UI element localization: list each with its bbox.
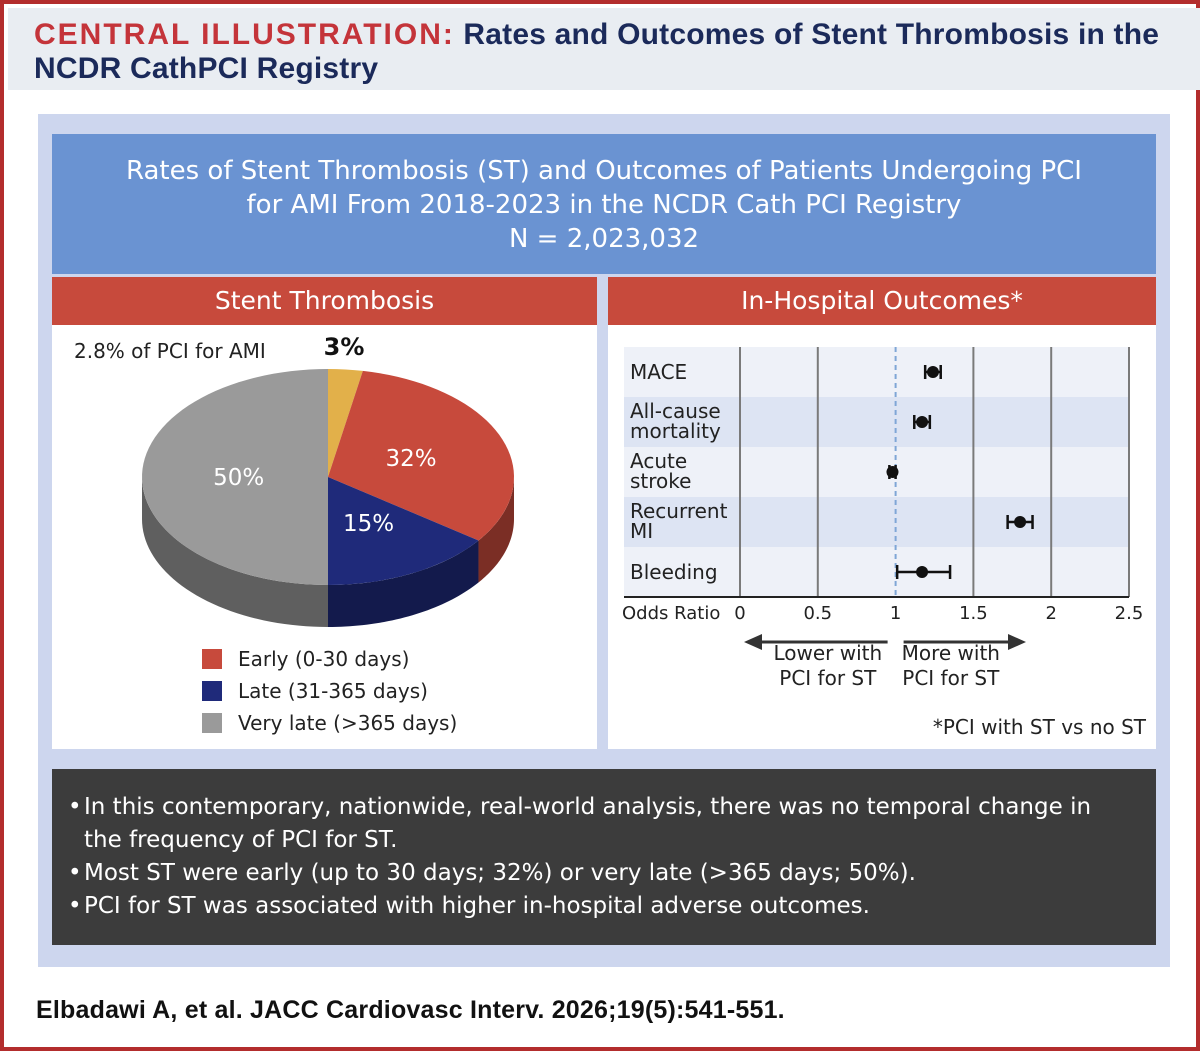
forest-rows: MACE All-cause mortality Acute stroke Recurre… xyxy=(630,360,1034,584)
legend-label-late: Late (31-365 days) xyxy=(238,679,428,703)
pie-slice-50% xyxy=(142,369,328,585)
x-axis-title: Odds Ratio xyxy=(622,603,720,624)
pie-label-50%: 50% xyxy=(213,465,264,491)
x-tick-labels: Odds Ratio 0 0.5 1 1.5 2 2.5 xyxy=(622,603,1143,624)
pie-label-32%: 32% xyxy=(385,446,436,472)
stent-thrombosis-pie-chart: 3% 32% 15% 50% xyxy=(142,333,514,627)
pie-label-3%: 3% xyxy=(324,333,365,361)
legend-item-early: Early (0-30 days) xyxy=(202,643,457,675)
finding-text: Most ST were early (up to 30 days; 32%) … xyxy=(84,860,916,886)
forest-row-band xyxy=(624,447,1129,497)
stent-thrombosis-title: Stent Thrombosis xyxy=(52,277,597,325)
finding-item: • Most ST were early (up to 30 days; 32%… xyxy=(68,857,1126,890)
left-arrow-icon xyxy=(744,634,762,650)
lower-arrow-label: PCI for ST xyxy=(779,666,877,690)
legend-item-late: Late (31-365 days) xyxy=(202,675,457,707)
bullet-dot: • xyxy=(68,893,82,919)
header-line-1: CENTRAL ILLUSTRATION: Rates and Outcomes… xyxy=(34,18,1200,52)
outcome-label: Bleeding xyxy=(630,560,718,584)
bullet-dot: • xyxy=(68,794,82,820)
x-tick-label: 0.5 xyxy=(803,603,832,624)
banner-line-3: N = 2,023,032 xyxy=(508,224,700,254)
x-tick-label: 2 xyxy=(1045,603,1056,624)
legend-swatch-late xyxy=(202,681,222,701)
pci-ami-rate-note: 2.8% of PCI for AMI xyxy=(74,339,266,363)
x-tick-label: 1.5 xyxy=(959,603,988,624)
pie-slice-32% xyxy=(328,370,514,541)
finding-text: PCI for ST was associated with higher in… xyxy=(84,893,870,919)
outcome-label-line: Acute xyxy=(630,449,687,473)
pie-label-15%: 15% xyxy=(343,511,394,537)
forest-gridlines xyxy=(739,347,1130,597)
x-tick-label: 2.5 xyxy=(1115,603,1144,624)
citation: Elbadawi A, et al. JACC Cardiovasc Inter… xyxy=(36,996,785,1024)
legend-label-very-late: Very late (>365 days) xyxy=(238,711,458,735)
outcomes-footnote: *PCI with ST vs no ST xyxy=(932,715,1146,739)
odds-ratio-point xyxy=(926,366,939,378)
header-title-line-1: Rates and Outcomes of Stent Thrombosis i… xyxy=(463,18,1160,51)
in-hospital-outcomes-panel: In-Hospital Outcomes* MACE All-cause morta… xyxy=(608,277,1156,749)
outcome-label-line: MI xyxy=(630,519,653,543)
outcome-label-line: stroke xyxy=(630,469,691,493)
outcome-label: Acute stroke xyxy=(630,449,691,493)
forest-row-band xyxy=(624,347,1129,397)
study-banner: Rates of Stent Thrombosis (ST) and Outco… xyxy=(52,134,1156,274)
stent-thrombosis-panel: Stent Thrombosis 2.8% of PCI for AMI 3% 3… xyxy=(52,277,597,749)
bullet-dot: • xyxy=(68,860,82,886)
higher-arrow-label: PCI for ST xyxy=(902,666,1000,690)
forest-row-bands xyxy=(624,347,1129,597)
odds-ratio-forest-plot: MACE All-cause mortality Acute stroke Recurre… xyxy=(622,347,1143,690)
outcome-label: All-cause mortality xyxy=(630,399,721,443)
outcome-label: Recurrent MI xyxy=(630,499,728,543)
forest-row-band xyxy=(624,547,1129,597)
pie-side-50% xyxy=(142,477,328,627)
banner-line-2: for AMI From 2018-2023 in the NCDR Cath … xyxy=(246,190,962,220)
pie-labels: 3% 32% 15% 50% xyxy=(213,333,436,537)
odds-ratio-point xyxy=(916,416,929,428)
banner-line-1: Rates of Stent Thrombosis (ST) and Outco… xyxy=(126,156,1082,186)
header-title-line-2: NCDR CathPCI Registry xyxy=(34,52,379,85)
outcome-label-line: All-cause xyxy=(630,399,721,423)
right-arrow-icon xyxy=(1008,634,1026,650)
legend-label-early: Early (0-30 days) xyxy=(238,647,410,671)
x-tick-label: 1 xyxy=(890,603,901,624)
forest-row-band xyxy=(624,497,1129,547)
pie-side-15% xyxy=(328,540,479,627)
pie-side-32% xyxy=(478,477,514,583)
key-findings: • In this contemporary, nationwide, real… xyxy=(52,769,1156,945)
pie-legend: Early (0-30 days) Late (31-365 days) Ver… xyxy=(202,643,457,739)
illustration-panel: Rates of Stent Thrombosis (ST) and Outco… xyxy=(38,114,1170,967)
figure-header: CENTRAL ILLUSTRATION: Rates and Outcomes… xyxy=(8,8,1200,90)
outcome-label-line: mortality xyxy=(630,419,721,443)
pie-slice-3% xyxy=(328,369,363,477)
legend-item-very-late: Very late (>365 days) xyxy=(202,707,457,739)
pie-slice-15% xyxy=(328,477,479,585)
odds-ratio-point xyxy=(1014,516,1027,528)
outcome-label-line: Recurrent xyxy=(630,499,728,523)
finding-item: • PCI for ST was associated with higher … xyxy=(68,890,1126,923)
outcome-label: MACE xyxy=(630,360,687,384)
header-kicker: CENTRAL ILLUSTRATION: xyxy=(34,18,455,51)
odds-ratio-point xyxy=(916,566,929,578)
lower-arrow-label: Lower with xyxy=(773,641,882,665)
finding-item: • In this contemporary, nationwide, real… xyxy=(68,791,1126,857)
pie-top-faces xyxy=(142,369,514,585)
legend-swatch-very-late xyxy=(202,713,222,733)
higher-arrow-label: More with xyxy=(902,641,1000,665)
odds-ratio-point xyxy=(886,466,899,478)
pie-side-walls xyxy=(142,477,514,627)
in-hospital-outcomes-title: In-Hospital Outcomes* xyxy=(608,277,1156,325)
x-tick-label: 0 xyxy=(734,603,745,624)
forest-row-band xyxy=(624,397,1129,447)
legend-swatch-early xyxy=(202,649,222,669)
finding-text: In this contemporary, nationwide, real-w… xyxy=(84,794,1092,853)
